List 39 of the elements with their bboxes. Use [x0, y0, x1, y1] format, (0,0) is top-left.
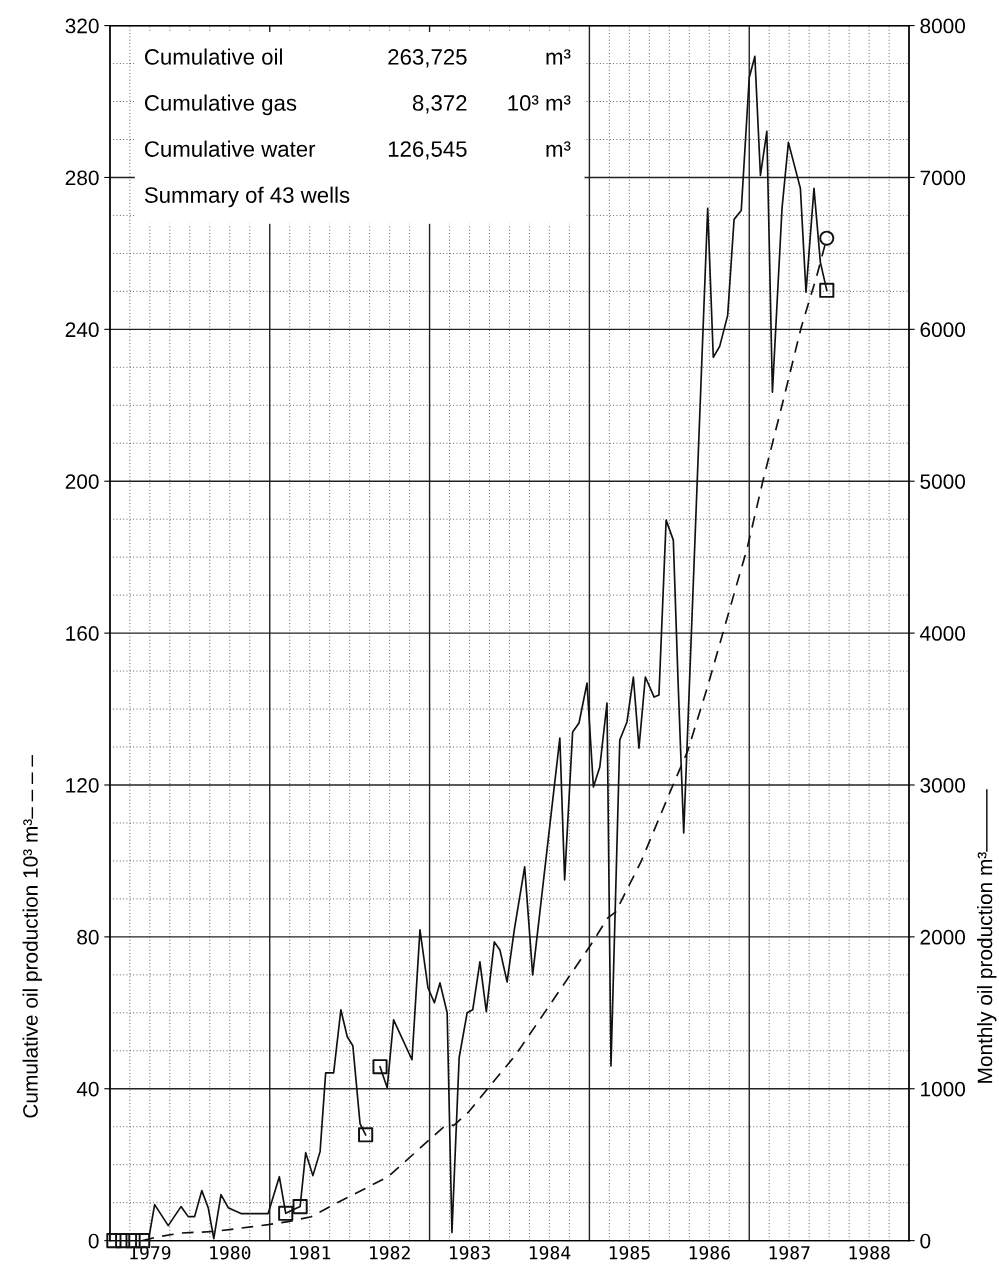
y2-tick-label: 5000	[920, 474, 966, 489]
annotation: Cumulative water	[144, 140, 316, 157]
x-tick-label: 1986	[689, 1245, 730, 1260]
annotation: m³	[546, 49, 571, 65]
annotation: 126,545	[388, 141, 467, 160]
x-tick-label: 1985	[609, 1245, 650, 1260]
x-tick-label: 1988	[849, 1245, 890, 1260]
y2-axis-title: Monthly oil production m³———	[977, 789, 997, 1083]
y-tick-label: 320	[65, 18, 99, 34]
y2-tick-label: 2000	[920, 929, 966, 945]
y-tick-label: 280	[65, 170, 99, 186]
annotation: Summary of 43 wells	[144, 186, 350, 208]
x-tick-label: 1987	[769, 1245, 810, 1260]
y2-tick-label: 0	[920, 1233, 931, 1249]
annotation: Cumulative oil	[144, 48, 282, 65]
y2-tick-label: 1000	[921, 1081, 966, 1097]
y2-tick-label: 3000	[920, 777, 966, 793]
y2-tick-label: 8000	[920, 18, 966, 34]
y-tick-label: 80	[77, 929, 99, 945]
y-tick-label: 120	[66, 777, 99, 793]
annotation: 8,372	[412, 95, 467, 114]
annotation: 10³ m³	[508, 95, 571, 111]
y-tick-label: 160	[66, 626, 99, 641]
x-tick-label: 1980	[210, 1245, 251, 1260]
x-tick-label: 1981	[290, 1245, 331, 1260]
y-tick-label: 40	[76, 1081, 99, 1097]
y-tick-label: 0	[88, 1233, 99, 1249]
y2-tick-label: 6000	[920, 322, 966, 338]
annotation: m³	[546, 141, 571, 157]
annotation: 263,725	[388, 49, 467, 68]
y-tick-label: 240	[65, 322, 99, 338]
y-axis-title: Cumulative oil production 10³ m³– – – –	[22, 755, 42, 1118]
y2-tick-label: 7000	[920, 170, 966, 186]
x-tick-label: 1982	[370, 1245, 410, 1260]
annotation: Cumulative gas	[144, 94, 297, 116]
x-tick-label: 1983	[449, 1245, 490, 1260]
y-tick-label: 200	[65, 474, 99, 489]
y2-tick-label: 4000	[919, 626, 966, 641]
x-tick-label: 1984	[529, 1245, 571, 1260]
